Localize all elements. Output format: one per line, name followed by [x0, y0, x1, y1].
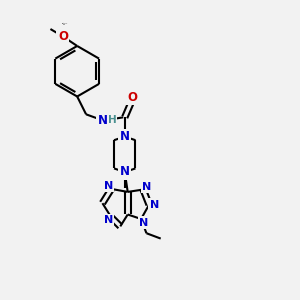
Text: O: O: [58, 30, 68, 43]
Text: N: N: [104, 215, 113, 225]
Text: N: N: [104, 181, 113, 191]
Text: N: N: [140, 218, 149, 227]
Text: N: N: [150, 200, 159, 210]
Text: N: N: [142, 182, 152, 192]
Text: H: H: [108, 115, 116, 125]
Text: N: N: [120, 166, 130, 178]
Text: OCH₃: OCH₃: [63, 24, 67, 25]
Text: O: O: [127, 91, 137, 103]
Text: N: N: [120, 130, 130, 143]
Text: N: N: [98, 114, 107, 127]
Text: methoxy: methoxy: [61, 23, 68, 24]
